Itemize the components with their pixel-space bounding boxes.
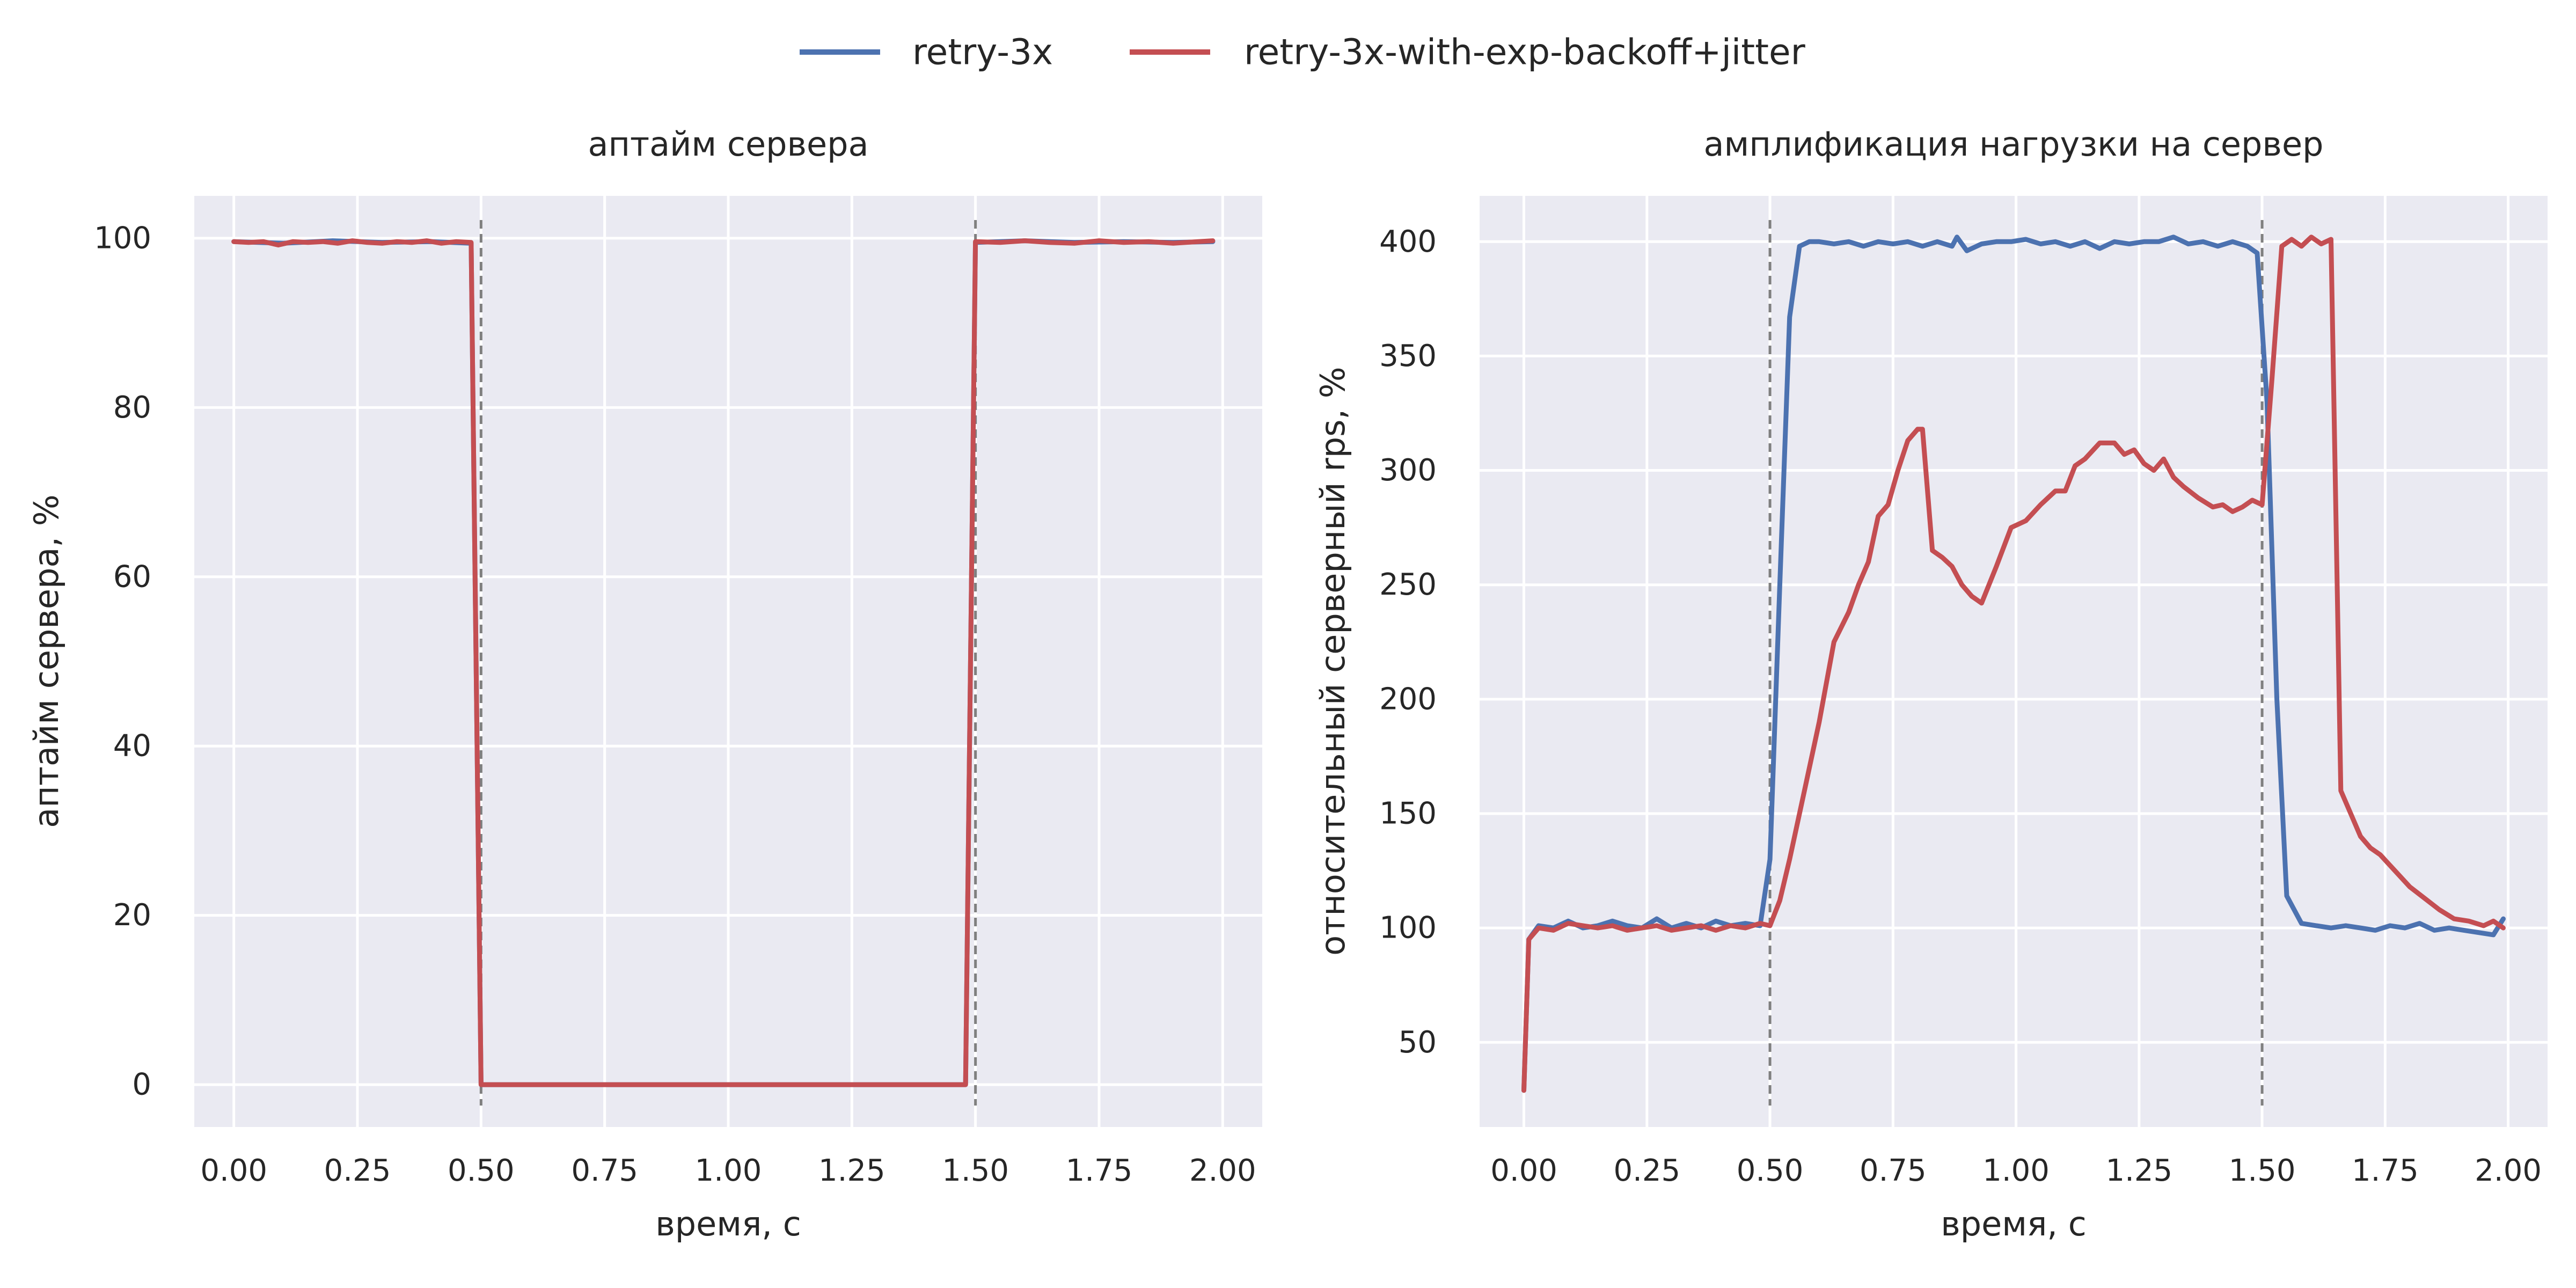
y-axis-label: относительный серверный rps, %	[1313, 367, 1352, 955]
x-axis-label: время, с	[655, 1204, 801, 1243]
x-tick-label: 0.25	[324, 1153, 391, 1188]
y-tick-label: 350	[1379, 339, 1437, 374]
x-tick-label: 1.50	[2229, 1153, 2296, 1188]
outage-markers	[1768, 220, 2264, 1106]
x-tick-label: 0.00	[200, 1153, 267, 1188]
x-tick-label: 0.25	[1613, 1153, 1680, 1188]
series-lines	[231, 238, 1216, 1087]
x-tick-label: 2.00	[2475, 1153, 2542, 1188]
y-tick-label: 0	[132, 1067, 151, 1102]
legend-label-retry-3x-with-exp-backoff-jitter: retry-3x-with-exp-backoff+jitter	[1244, 32, 1806, 73]
x-tick-label: 0.75	[1860, 1153, 1927, 1188]
x-tick-label: 0.00	[1490, 1153, 1557, 1188]
y-tick-label: 50	[1399, 1025, 1437, 1060]
panel-title: амплификация нагрузки на сервер	[1704, 125, 2324, 164]
x-tick-label: 0.50	[448, 1153, 515, 1188]
x-tick-label: 1.00	[1982, 1153, 2050, 1188]
x-tick-label: 1.50	[942, 1153, 1009, 1188]
x-tick-labels: 0.00 0.25 0.50 0.75 1.00 1.25 1.50 1.75 2.00	[200, 1153, 1256, 1188]
x-tick-label: 1.75	[2352, 1153, 2419, 1188]
y-tick-label: 60	[113, 559, 151, 594]
x-tick-label: 2.00	[1189, 1153, 1256, 1188]
plot-area	[1480, 196, 2548, 1127]
legend-label-retry-3x: retry-3x	[912, 32, 1053, 73]
x-tick-labels: 0.00 0.25 0.50 0.75 1.00 1.25 1.50 1.75 2.00	[1490, 1153, 2542, 1188]
y-tick-label: 300	[1379, 453, 1437, 488]
uptime-chart: 0.00 0.25 0.50 0.75 1.00 1.25 1.50 1.75 2.00 0 20…	[27, 125, 1262, 1243]
x-tick-label: 0.75	[571, 1153, 638, 1188]
x-tick-label: 1.25	[2106, 1153, 2173, 1188]
y-tick-labels: 0 20 40 60 80 100	[94, 221, 151, 1102]
series-line-retry-3x-with-exp-backoff-jitter	[1521, 235, 2506, 1093]
y-tick-label: 100	[94, 221, 151, 255]
y-tick-label: 40	[113, 729, 151, 764]
y-tick-label: 250	[1379, 567, 1437, 602]
y-tick-label: 200	[1379, 682, 1437, 716]
x-tick-label: 1.75	[1066, 1153, 1133, 1188]
panel-title: аптайм сервера	[588, 125, 868, 164]
series-line-retry-3x-with-exp-backoff-jitter	[231, 238, 1216, 1087]
y-tick-label: 100	[1379, 911, 1437, 946]
x-tick-label: 1.25	[818, 1153, 885, 1188]
y-tick-labels: 50 100 150 200 250 300 350 400	[1379, 224, 1437, 1060]
x-tick-label: 0.50	[1737, 1153, 1804, 1188]
x-axis-label: время, с	[1941, 1204, 2087, 1243]
y-tick-label: 80	[113, 390, 151, 425]
legend: retry-3x retry-3x-with-exp-backoff+jitte…	[800, 32, 1806, 73]
y-tick-label: 400	[1379, 224, 1437, 259]
series-lines	[1521, 235, 2506, 1093]
x-tick-label: 1.00	[695, 1153, 762, 1188]
series-line-retry-3x	[1521, 235, 2506, 1093]
load-amplification-chart: 0.00 0.25 0.50 0.75 1.00 1.25 1.50 1.75 2.00 50 1…	[1313, 125, 2548, 1243]
y-tick-label: 20	[113, 898, 151, 933]
y-tick-label: 150	[1379, 796, 1437, 831]
y-axis-label: аптайм сервера, %	[27, 494, 66, 828]
